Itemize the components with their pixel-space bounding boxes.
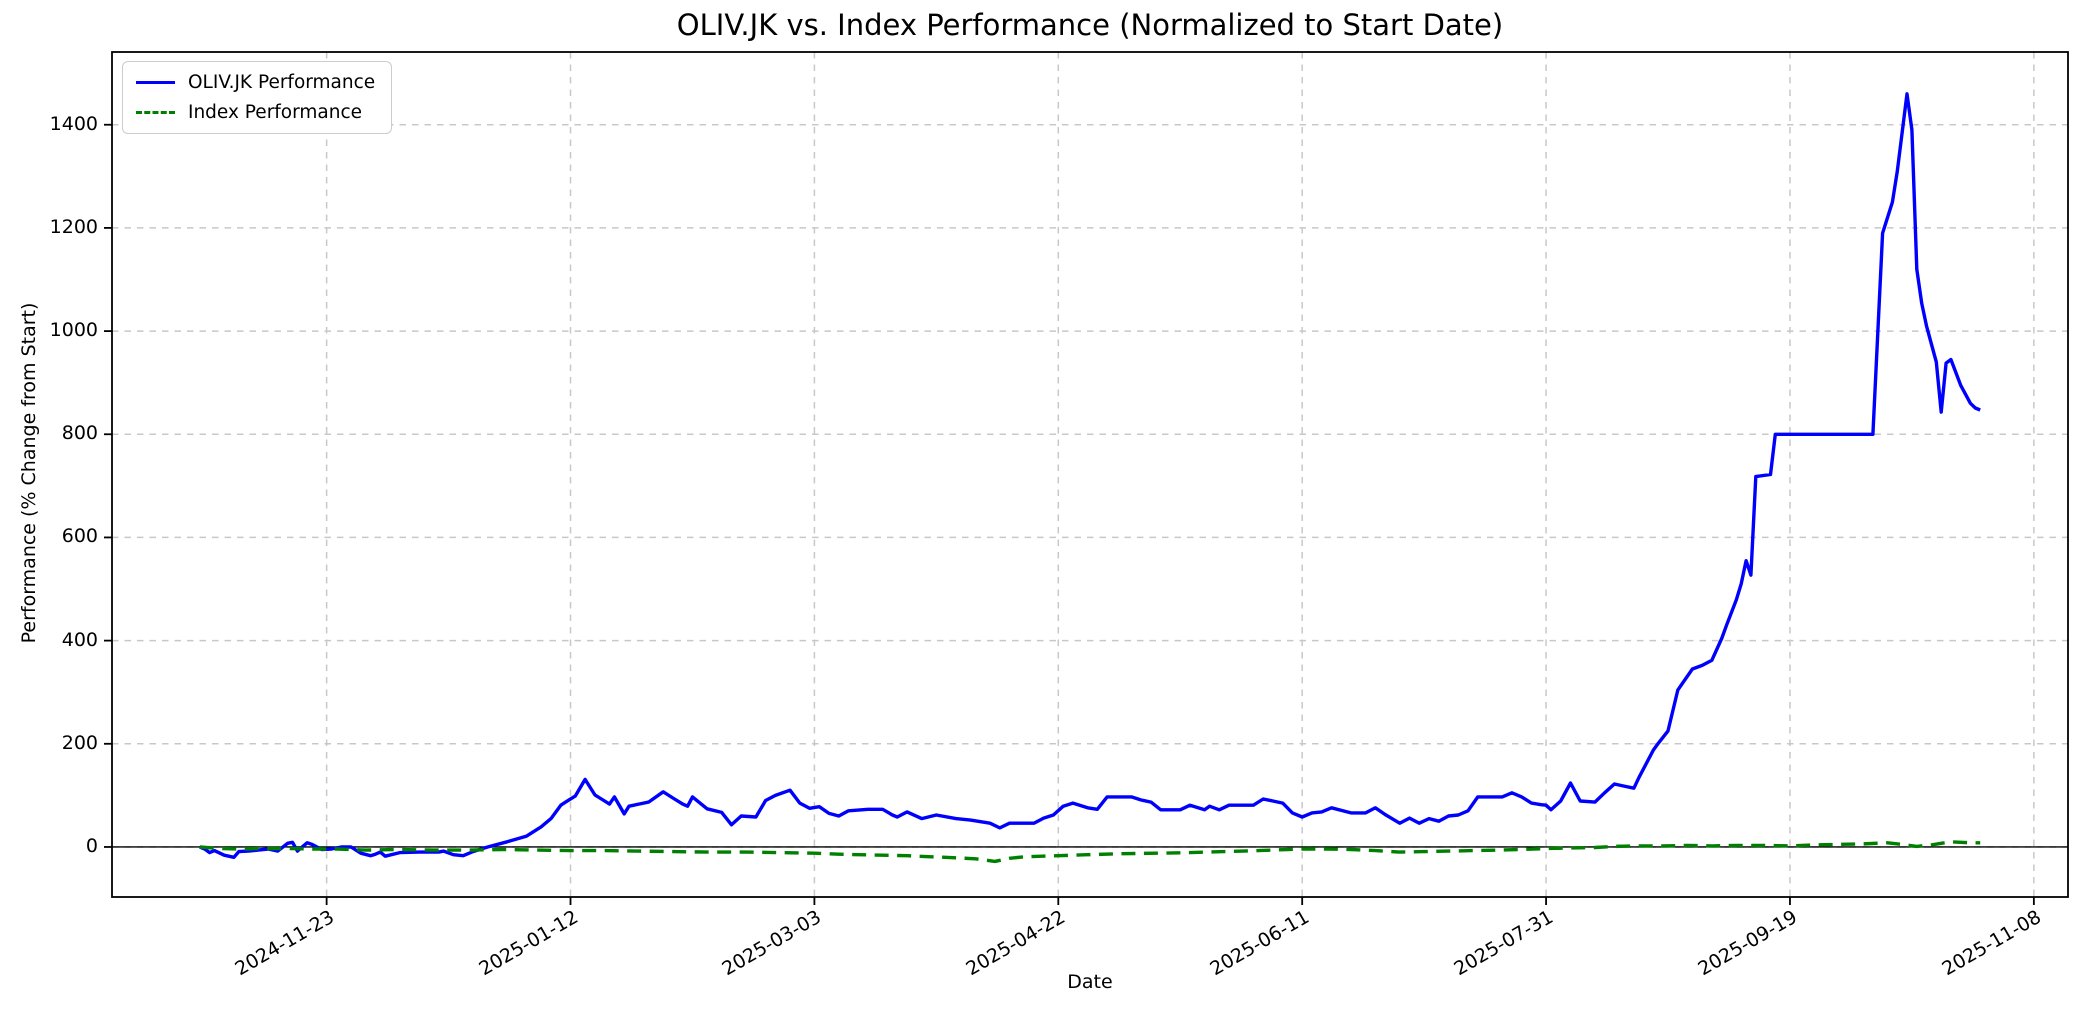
- axes-spines: [111, 51, 2069, 898]
- legend-dashed-line-sample: [136, 111, 175, 114]
- chart-title: OLIV.JK vs. Index Performance (Normalize…: [676, 8, 1504, 42]
- y-tick-label: 1000: [49, 319, 98, 342]
- y-tick-label: 200: [61, 731, 98, 754]
- legend: OLIV.JK Performance Index Performance: [122, 61, 393, 134]
- legend-solid-line-sample: [136, 81, 175, 84]
- y-tick-label: 400: [61, 628, 98, 651]
- legend-label-index: Index Performance: [188, 102, 363, 123]
- oliv-series-line: [199, 92, 1981, 859]
- index-series-line: [199, 840, 1981, 864]
- y-tick-label: 600: [61, 525, 98, 548]
- legend-entry-oliv: OLIV.JK Performance: [136, 71, 375, 94]
- x-axis-label: Date: [1067, 971, 1113, 993]
- y-tick-label: 1200: [49, 215, 98, 238]
- y-tick-label: 1400: [49, 112, 98, 135]
- y-tick-label: 800: [61, 422, 98, 445]
- y-tick-label: 0: [85, 834, 98, 857]
- legend-label-oliv: OLIV.JK Performance: [188, 72, 376, 93]
- legend-entry-index: Index Performance: [136, 101, 375, 124]
